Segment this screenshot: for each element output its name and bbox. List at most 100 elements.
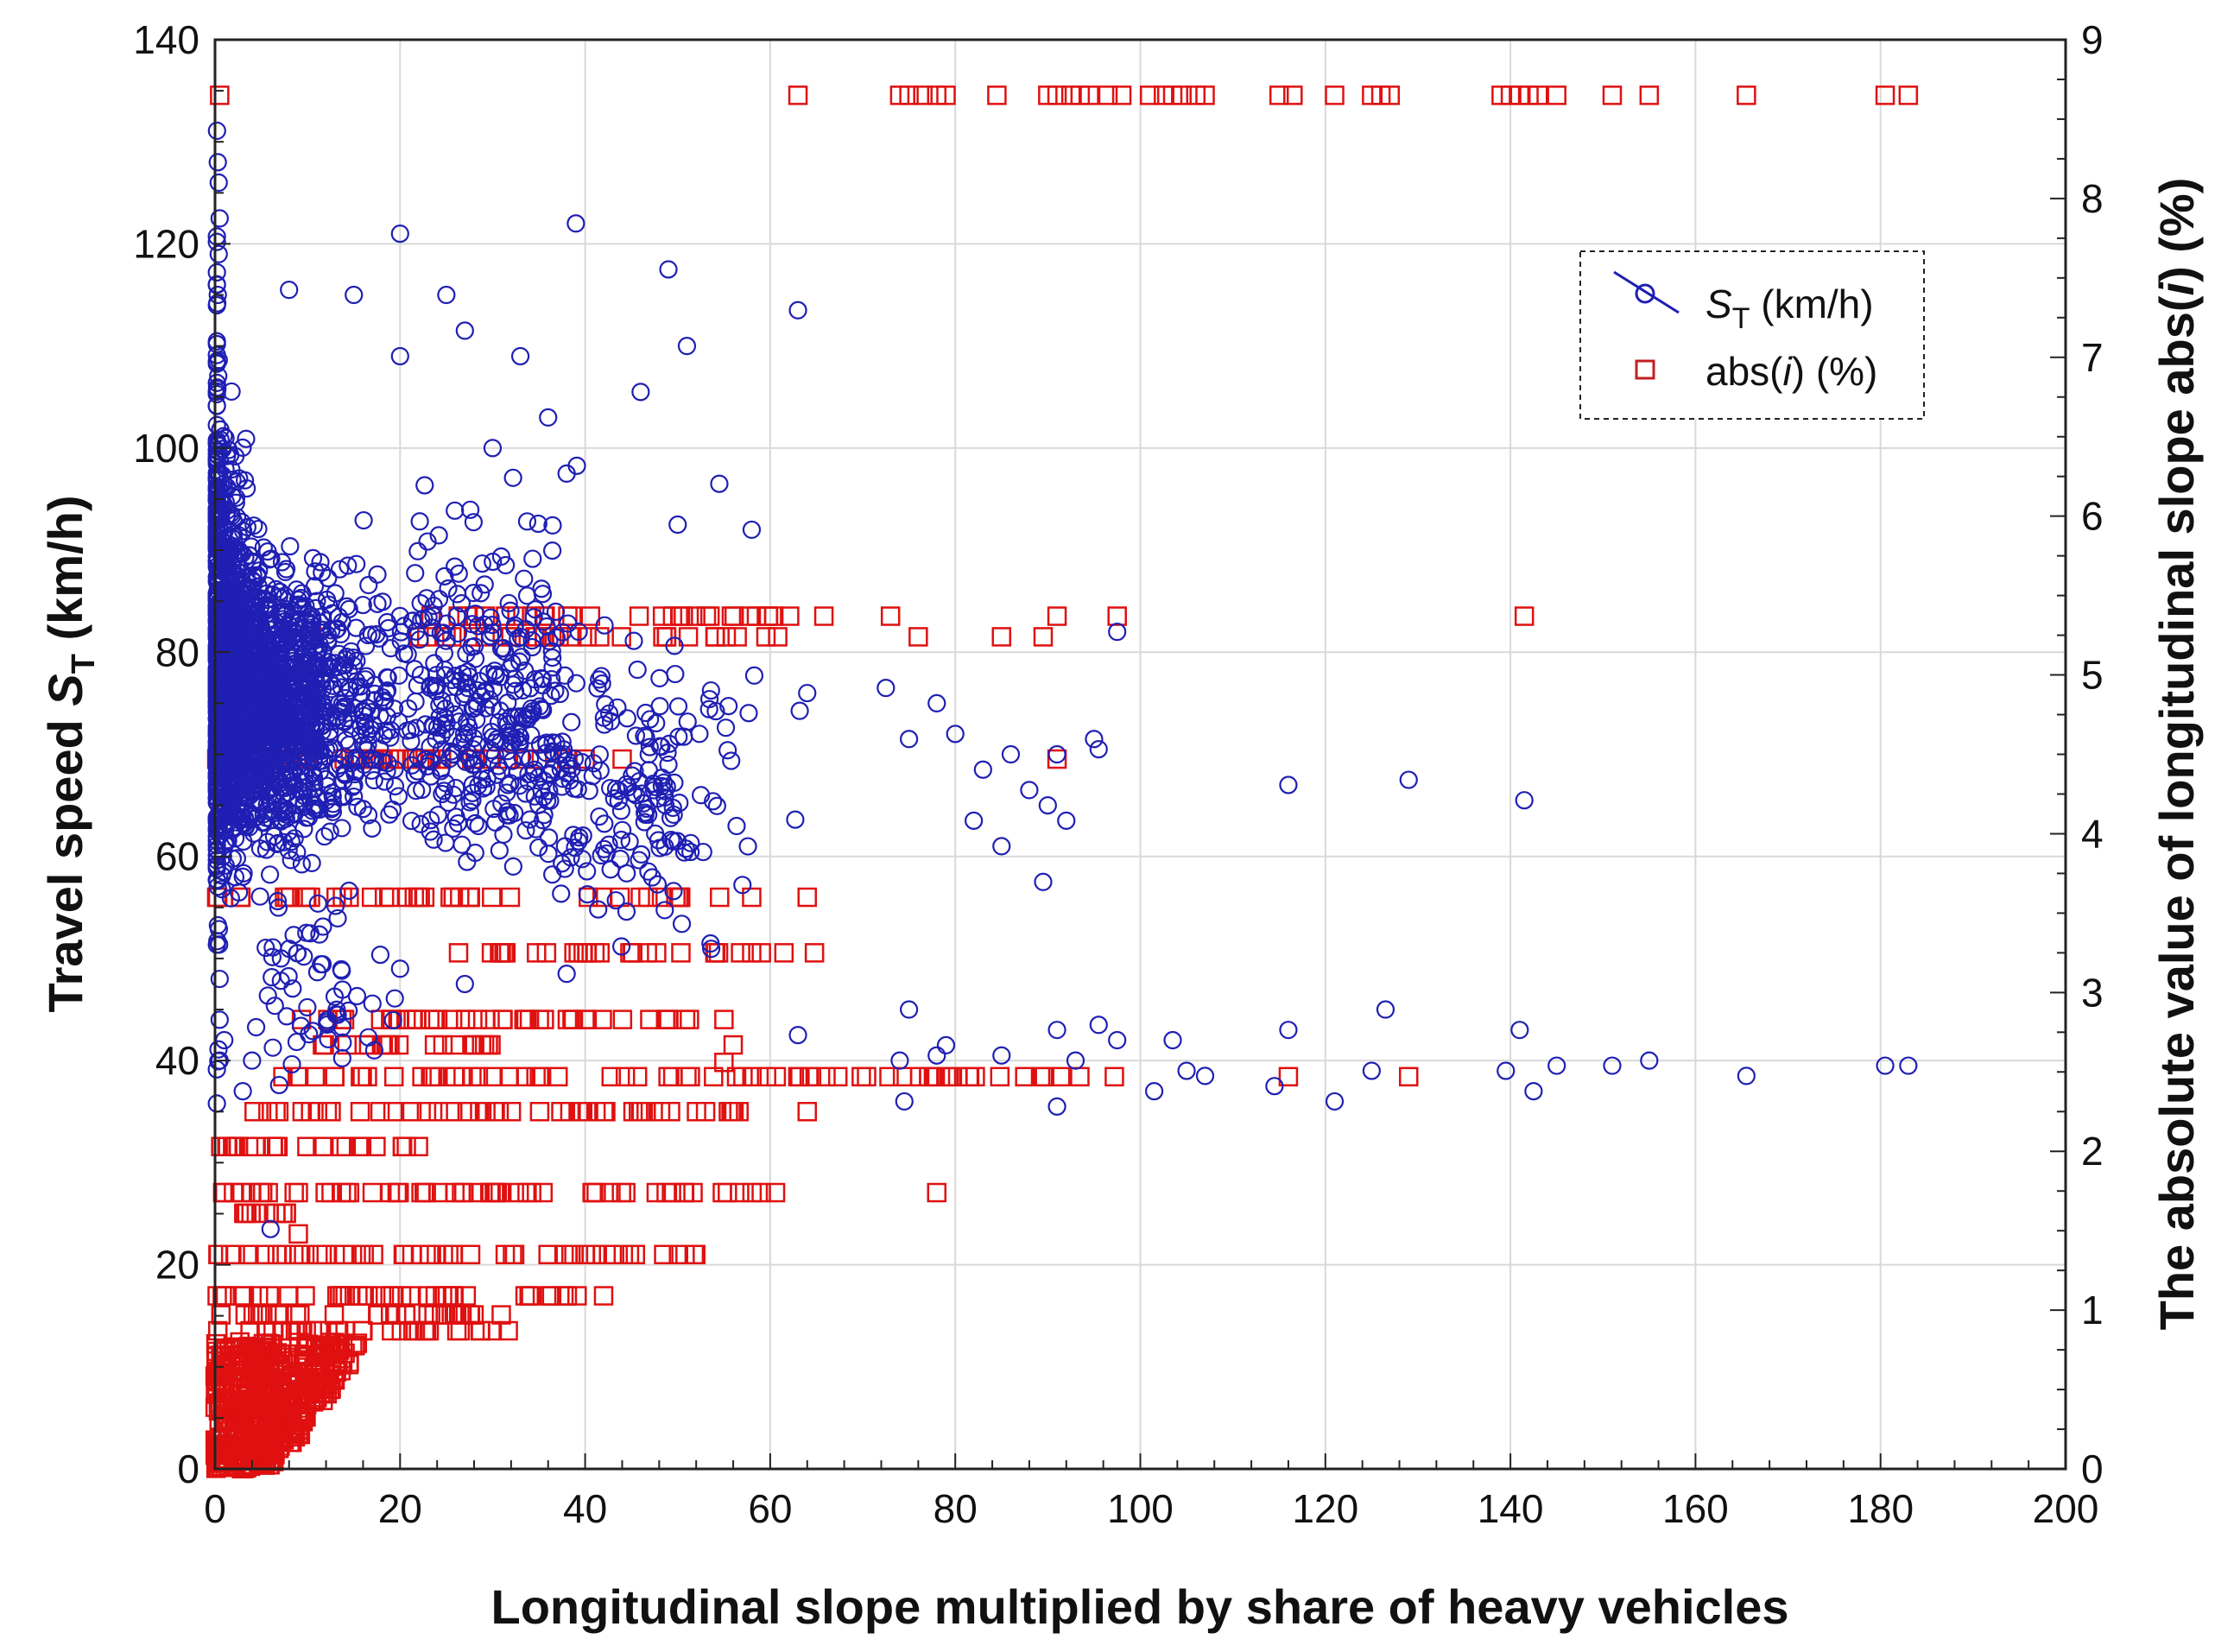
speed-point	[455, 974, 474, 994]
speed-point	[532, 699, 551, 718]
speed-point	[209, 244, 228, 263]
speed-point	[446, 778, 465, 798]
speed-point	[613, 820, 632, 839]
slope-point	[455, 1010, 476, 1029]
slope-point	[611, 1182, 631, 1203]
speed-point	[413, 780, 432, 800]
speed-point	[320, 727, 339, 746]
slope-point	[661, 1102, 680, 1122]
slope-point	[577, 943, 597, 963]
speed-point	[588, 679, 607, 698]
slope-point	[899, 85, 919, 105]
slope-point	[763, 606, 784, 626]
speed-point	[1515, 791, 1534, 810]
speed-point	[534, 700, 553, 719]
speed-point	[437, 285, 456, 305]
slope-point	[742, 1182, 763, 1203]
speed-point	[1279, 1021, 1298, 1040]
slope-point	[427, 1244, 446, 1264]
speed-point	[462, 637, 481, 656]
speed-point	[332, 1048, 351, 1067]
speed-point	[1362, 1061, 1381, 1080]
speed-point	[332, 819, 351, 838]
speed-point	[562, 712, 581, 731]
speed-point	[652, 737, 671, 756]
speed-point	[296, 597, 315, 616]
speed-point	[668, 515, 687, 535]
speed-point	[299, 673, 318, 692]
slope-point	[575, 1244, 596, 1264]
speed-point	[505, 803, 524, 823]
slope-point	[439, 1244, 459, 1264]
speed-point	[542, 669, 561, 689]
slope-point	[680, 1010, 699, 1029]
speed-point	[566, 674, 585, 693]
speed-point	[733, 876, 752, 895]
speed-point	[390, 346, 409, 366]
speed-point	[298, 604, 318, 623]
slope-point	[266, 1203, 286, 1224]
slope-point	[236, 1385, 256, 1405]
speed-point	[210, 687, 229, 706]
speed-point	[381, 639, 401, 658]
slope-point	[317, 1102, 338, 1122]
speed-point	[690, 725, 709, 744]
slope-point	[255, 1244, 275, 1264]
speed-point	[533, 669, 552, 688]
y-left-tick-label: 20	[155, 1243, 199, 1288]
slope-point	[501, 1102, 522, 1122]
speed-point	[692, 786, 711, 805]
speed-point	[561, 848, 580, 867]
slope-point	[215, 1286, 236, 1306]
speed-point	[650, 668, 669, 687]
slope-point	[789, 1067, 809, 1087]
speed-point	[421, 752, 440, 771]
speed-point	[592, 667, 611, 686]
slope-point	[554, 1244, 574, 1264]
speed-point	[207, 859, 226, 878]
slope-point	[857, 1067, 877, 1087]
speed-point	[681, 833, 700, 852]
speed-point	[542, 642, 561, 661]
slope-point	[325, 1067, 345, 1087]
slope-point	[408, 1136, 428, 1156]
slope-point	[498, 1320, 518, 1341]
speed-point	[555, 859, 574, 878]
speed-point	[430, 695, 449, 714]
slope-point	[314, 1335, 334, 1355]
slope-point	[389, 1182, 409, 1203]
slope-point	[1195, 85, 1215, 105]
speed-point	[398, 645, 417, 664]
speed-point	[490, 701, 509, 720]
slope-point	[730, 1182, 750, 1203]
slope-point	[211, 1305, 231, 1325]
speed-point	[258, 636, 277, 655]
speed-point	[390, 959, 409, 978]
speed-point	[421, 678, 440, 697]
slope-point	[296, 887, 316, 908]
slope-point	[220, 1244, 241, 1264]
speed-point	[489, 756, 508, 775]
slope-point	[774, 943, 794, 963]
speed-point	[555, 666, 574, 685]
speed-point	[625, 762, 644, 781]
slope-point	[459, 887, 480, 908]
speed-point	[1047, 744, 1066, 764]
speed-point	[308, 683, 327, 702]
speed-point	[207, 698, 226, 718]
slope-point	[206, 1361, 227, 1382]
speed-point	[1510, 1021, 1529, 1040]
speed-point	[269, 898, 288, 917]
slope-point	[526, 1067, 546, 1087]
speed-point	[235, 471, 255, 490]
y-left-tick-label: 0	[177, 1446, 199, 1491]
speed-point	[333, 980, 352, 999]
x-tick-label: 100	[1107, 1486, 1174, 1531]
speed-point	[727, 816, 746, 836]
y-right-tick-label: 4	[2081, 811, 2104, 856]
speed-point	[707, 796, 726, 815]
speed-point	[359, 575, 378, 595]
slope-point	[1528, 85, 1548, 105]
speed-point	[617, 864, 636, 883]
speed-point	[425, 654, 444, 673]
